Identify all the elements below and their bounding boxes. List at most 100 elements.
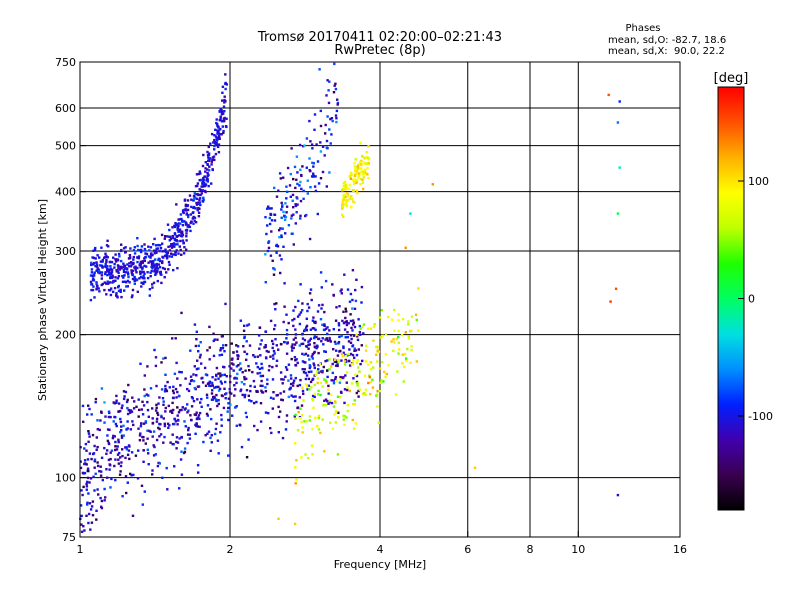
data-point [195, 173, 199, 176]
data-point [364, 393, 367, 396]
data-point [111, 268, 114, 271]
data-point [141, 266, 144, 269]
data-point [328, 368, 331, 371]
data-point [117, 410, 120, 413]
data-point [222, 131, 225, 135]
data-point [346, 371, 349, 374]
data-point [291, 384, 295, 387]
data-point [266, 224, 269, 227]
data-point [195, 367, 199, 371]
data-point [136, 260, 139, 264]
data-point [235, 350, 239, 353]
data-point [350, 205, 353, 209]
data-point [113, 464, 116, 468]
data-point [111, 274, 114, 277]
data-point [294, 328, 297, 331]
data-point [324, 279, 328, 283]
data-point [359, 161, 362, 164]
y-tick-label: 100 [55, 472, 76, 485]
data-point [298, 143, 302, 147]
data-point [105, 282, 108, 285]
data-point [268, 222, 272, 226]
data-point [376, 348, 380, 352]
data-point [279, 410, 282, 413]
data-point [143, 247, 147, 251]
data-point [121, 280, 125, 283]
data-point [357, 366, 360, 369]
data-point [261, 366, 264, 370]
data-point [139, 266, 142, 269]
data-point [332, 405, 336, 408]
data-point [194, 344, 198, 348]
data-point [336, 103, 339, 106]
data-point [96, 461, 99, 464]
data-point [285, 368, 289, 371]
data-point [212, 339, 215, 343]
data-point [361, 170, 365, 173]
data-point [158, 396, 161, 399]
data-point [369, 368, 373, 371]
data-point [124, 267, 127, 270]
data-point [79, 446, 82, 449]
data-point [166, 488, 169, 491]
data-point [286, 166, 290, 170]
data-point [107, 415, 111, 419]
data-point [342, 310, 345, 313]
data-point [83, 447, 86, 450]
data-point [329, 117, 332, 121]
data-point [283, 282, 286, 285]
data-point [289, 382, 293, 386]
data-point [125, 267, 128, 270]
data-point [196, 425, 199, 428]
data-point [223, 366, 226, 369]
data-point [180, 473, 184, 476]
data-point [114, 445, 117, 448]
data-point [194, 423, 197, 427]
data-point [100, 264, 104, 267]
data-point [95, 261, 98, 264]
data-point [299, 214, 302, 217]
data-point [82, 485, 85, 489]
data-point [181, 209, 185, 212]
data-point [100, 271, 104, 274]
data-point [367, 162, 370, 165]
data-point [122, 397, 126, 401]
data-point [113, 435, 116, 438]
data-point [219, 108, 222, 112]
data-point [273, 268, 276, 271]
data-point [183, 450, 187, 454]
data-point [95, 436, 98, 439]
data-point [292, 309, 295, 312]
data-point [125, 285, 128, 288]
data-point [181, 239, 185, 242]
data-point [356, 338, 360, 342]
data-point [122, 262, 125, 265]
data-point [180, 231, 183, 235]
data-point [152, 281, 156, 284]
data-point [106, 434, 109, 437]
data-point [117, 458, 120, 461]
data-point [91, 274, 94, 278]
data-point [152, 430, 156, 433]
data-point [160, 233, 164, 237]
data-point [359, 163, 363, 166]
data-point [355, 333, 358, 337]
data-point [164, 356, 167, 360]
data-point [259, 402, 263, 405]
data-point [126, 271, 130, 274]
data-point [287, 395, 290, 399]
data-point [364, 349, 368, 352]
data-point [396, 370, 399, 373]
data-point [156, 247, 160, 250]
data-point [167, 245, 170, 248]
data-point [207, 153, 211, 157]
data-point [157, 257, 161, 260]
data-point [132, 473, 135, 477]
data-point [381, 360, 384, 364]
data-point [220, 413, 223, 417]
data-point [351, 319, 355, 322]
data-point [204, 190, 207, 194]
data-point [355, 353, 359, 357]
data-point [341, 213, 344, 216]
data-point [360, 301, 363, 304]
